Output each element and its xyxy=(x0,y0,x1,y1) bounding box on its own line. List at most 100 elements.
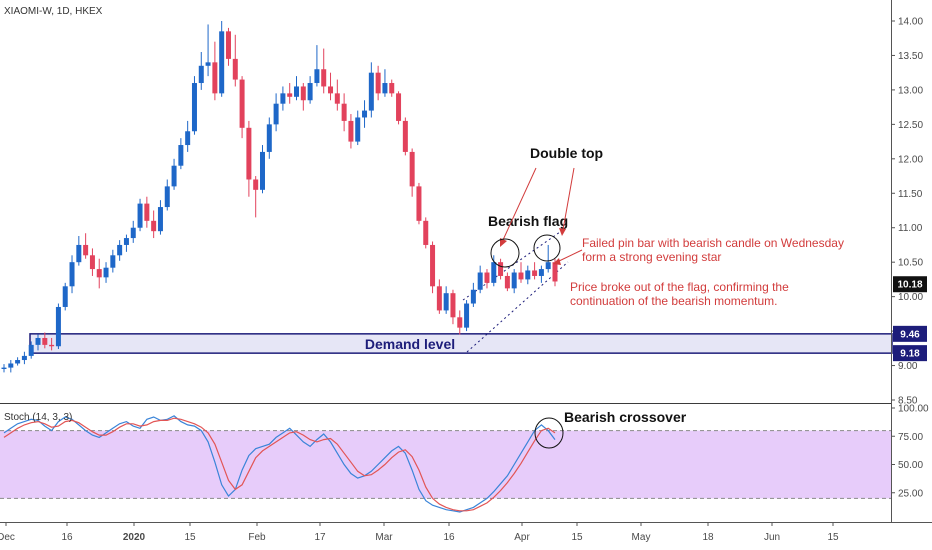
candle-body xyxy=(477,272,483,290)
candle-body xyxy=(62,286,68,307)
bearish-flag-label: Bearish flag xyxy=(488,213,568,229)
candle xyxy=(402,117,408,156)
candle xyxy=(212,41,218,101)
candle xyxy=(49,337,55,351)
candle xyxy=(328,72,334,101)
candle xyxy=(21,351,27,365)
candle xyxy=(246,120,252,197)
candle xyxy=(171,158,177,190)
time-axis[interactable]: Dec 16 2020 15 Feb 17 Mar 16 Apr 15 May 18 Jun 15 xyxy=(0,522,932,543)
candle-body xyxy=(35,337,41,345)
candle xyxy=(538,265,544,283)
candle-body xyxy=(314,69,320,84)
candle xyxy=(307,76,313,104)
stoch-tick-label: 50.00 xyxy=(898,460,923,471)
bearish-crossover-label: Bearish crossover xyxy=(564,409,687,425)
candle-body xyxy=(552,262,558,282)
candle xyxy=(464,300,470,332)
candlestick-series xyxy=(1,21,558,373)
candle-body xyxy=(225,31,231,59)
price-broke-text-1: Price broke out of the flag, confirming … xyxy=(570,280,789,294)
candle-body xyxy=(49,344,55,347)
candle xyxy=(300,83,306,111)
candle-body xyxy=(457,317,463,328)
candle-body xyxy=(205,62,211,66)
candle xyxy=(110,249,116,273)
candle xyxy=(430,241,436,294)
candle-body xyxy=(348,120,354,142)
candle-body xyxy=(321,69,327,87)
price-box: 9.18 xyxy=(893,345,927,362)
price-tick-label: 8.50 xyxy=(898,396,918,407)
candle xyxy=(341,93,347,132)
pin-bar-arrow xyxy=(556,249,583,263)
price-axis[interactable]: 14.00 13.50 13.00 12.50 12.00 11.50 11.00 10.50… xyxy=(891,0,929,522)
time-tick-label: Jun xyxy=(764,532,780,543)
candle-body xyxy=(518,272,524,280)
candle xyxy=(1,364,7,373)
candle xyxy=(545,244,551,273)
candle-body xyxy=(450,293,456,318)
candle xyxy=(491,255,497,287)
candle-body xyxy=(117,244,123,256)
candle-body xyxy=(232,58,238,80)
candle xyxy=(334,79,340,111)
demand-level-label: Demand level xyxy=(365,336,455,352)
candle-body xyxy=(416,186,422,221)
candle xyxy=(28,341,34,359)
stoch-label: Stoch (14, 3, 3) xyxy=(4,412,72,423)
candle-body xyxy=(443,293,449,311)
time-tick-label: 16 xyxy=(61,532,73,543)
candle xyxy=(368,62,374,118)
candle-body xyxy=(300,86,306,101)
double-top-arrow-right xyxy=(562,167,575,231)
candle xyxy=(253,176,259,218)
candle-body xyxy=(396,93,402,121)
candle-body xyxy=(103,267,109,278)
candle-body xyxy=(83,244,89,256)
time-tick-label: Apr xyxy=(514,532,530,543)
candle-body xyxy=(538,269,544,276)
time-tick-label: 15 xyxy=(827,532,839,543)
annotations: Double top Bearish flag Failed pin bar w… xyxy=(488,145,844,308)
candle xyxy=(157,200,163,235)
candle xyxy=(232,34,238,87)
demand-zone: Demand level xyxy=(29,333,893,354)
time-axis-ticks: Dec 16 2020 15 Feb 17 Mar 16 Apr 15 May 18 Jun 15 xyxy=(0,522,839,543)
price-box-bg xyxy=(893,276,927,293)
time-tick-label: 17 xyxy=(314,532,326,543)
price-boxes: 9.46 9.18 10.18 xyxy=(893,276,927,362)
candle xyxy=(457,310,463,335)
candle xyxy=(396,91,402,125)
top-circle-left xyxy=(490,238,520,268)
candle-body xyxy=(185,131,191,146)
time-tick-label: 16 xyxy=(443,532,455,543)
price-tick-label: 14.00 xyxy=(898,17,923,28)
candle-body xyxy=(157,207,163,232)
candle xyxy=(225,27,231,66)
candle xyxy=(89,248,95,276)
candle-body xyxy=(294,86,300,97)
candle-body xyxy=(69,262,75,287)
candle-body xyxy=(123,238,129,245)
price-tick-label: 9.00 xyxy=(898,361,918,372)
stoch-tick-label: 25.00 xyxy=(898,488,923,499)
candle xyxy=(205,24,211,77)
candle xyxy=(35,334,41,351)
candle xyxy=(191,76,197,135)
candle-body xyxy=(89,255,95,270)
candle-body xyxy=(1,367,7,369)
candle-body xyxy=(21,355,27,361)
candle-body xyxy=(470,289,476,304)
candle xyxy=(532,262,538,280)
candle-body xyxy=(198,65,204,84)
candle xyxy=(382,69,388,97)
time-tick-label: 15 xyxy=(184,532,196,543)
candle xyxy=(185,120,191,152)
stoch-tick-label: 75.00 xyxy=(898,432,923,443)
candle-body xyxy=(382,83,388,94)
candle-body xyxy=(504,275,510,289)
stoch-lines xyxy=(3,415,556,513)
candle-body xyxy=(525,270,531,280)
